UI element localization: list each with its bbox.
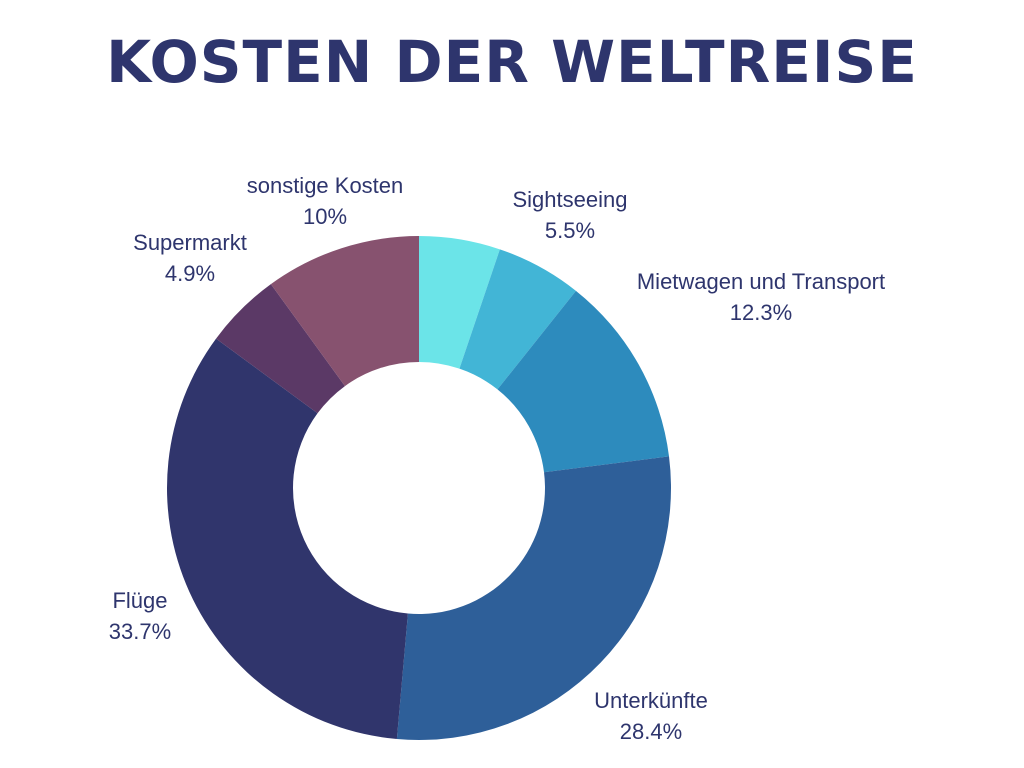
slice-labels: Sightseeing 5.5% Mietwagen und Transport 12… <box>109 173 885 744</box>
donut-slice-supermarkt <box>216 284 345 414</box>
slice-value-mietwagen-und-transport: 12.3% <box>730 300 792 325</box>
slice-label-unterkunfte: Unterkünfte <box>594 688 708 713</box>
donut-slice-sonstige-kosten <box>270 236 419 387</box>
donut-slice-sightseeing <box>459 249 576 390</box>
chart-title: KOSTEN DER WELTREISE <box>106 28 918 96</box>
slice-label-mietwagen-und-transport: Mietwagen und Transport <box>637 269 885 294</box>
donut-slice-lead <box>419 236 500 369</box>
slice-label-fluge: Flüge <box>112 588 167 613</box>
donut-slice-mietwagen-und-transport <box>497 290 670 473</box>
slice-label-sonstige-kosten: sonstige Kosten <box>247 173 404 198</box>
donut-slice-unterkunfte <box>396 456 671 741</box>
donut-slices <box>166 236 671 741</box>
donut-slice-fluge <box>166 338 408 740</box>
slice-value-fluge: 33.7% <box>109 619 171 644</box>
slice-value-sightseeing: 5.5% <box>545 218 595 243</box>
slice-value-unterkunfte: 28.4% <box>620 719 682 744</box>
slice-label-supermarkt: Supermarkt <box>133 230 247 255</box>
slice-value-supermarkt: 4.9% <box>165 261 215 286</box>
slice-value-sonstige-kosten: 10% <box>303 204 347 229</box>
slice-label-sightseeing: Sightseeing <box>513 187 628 212</box>
